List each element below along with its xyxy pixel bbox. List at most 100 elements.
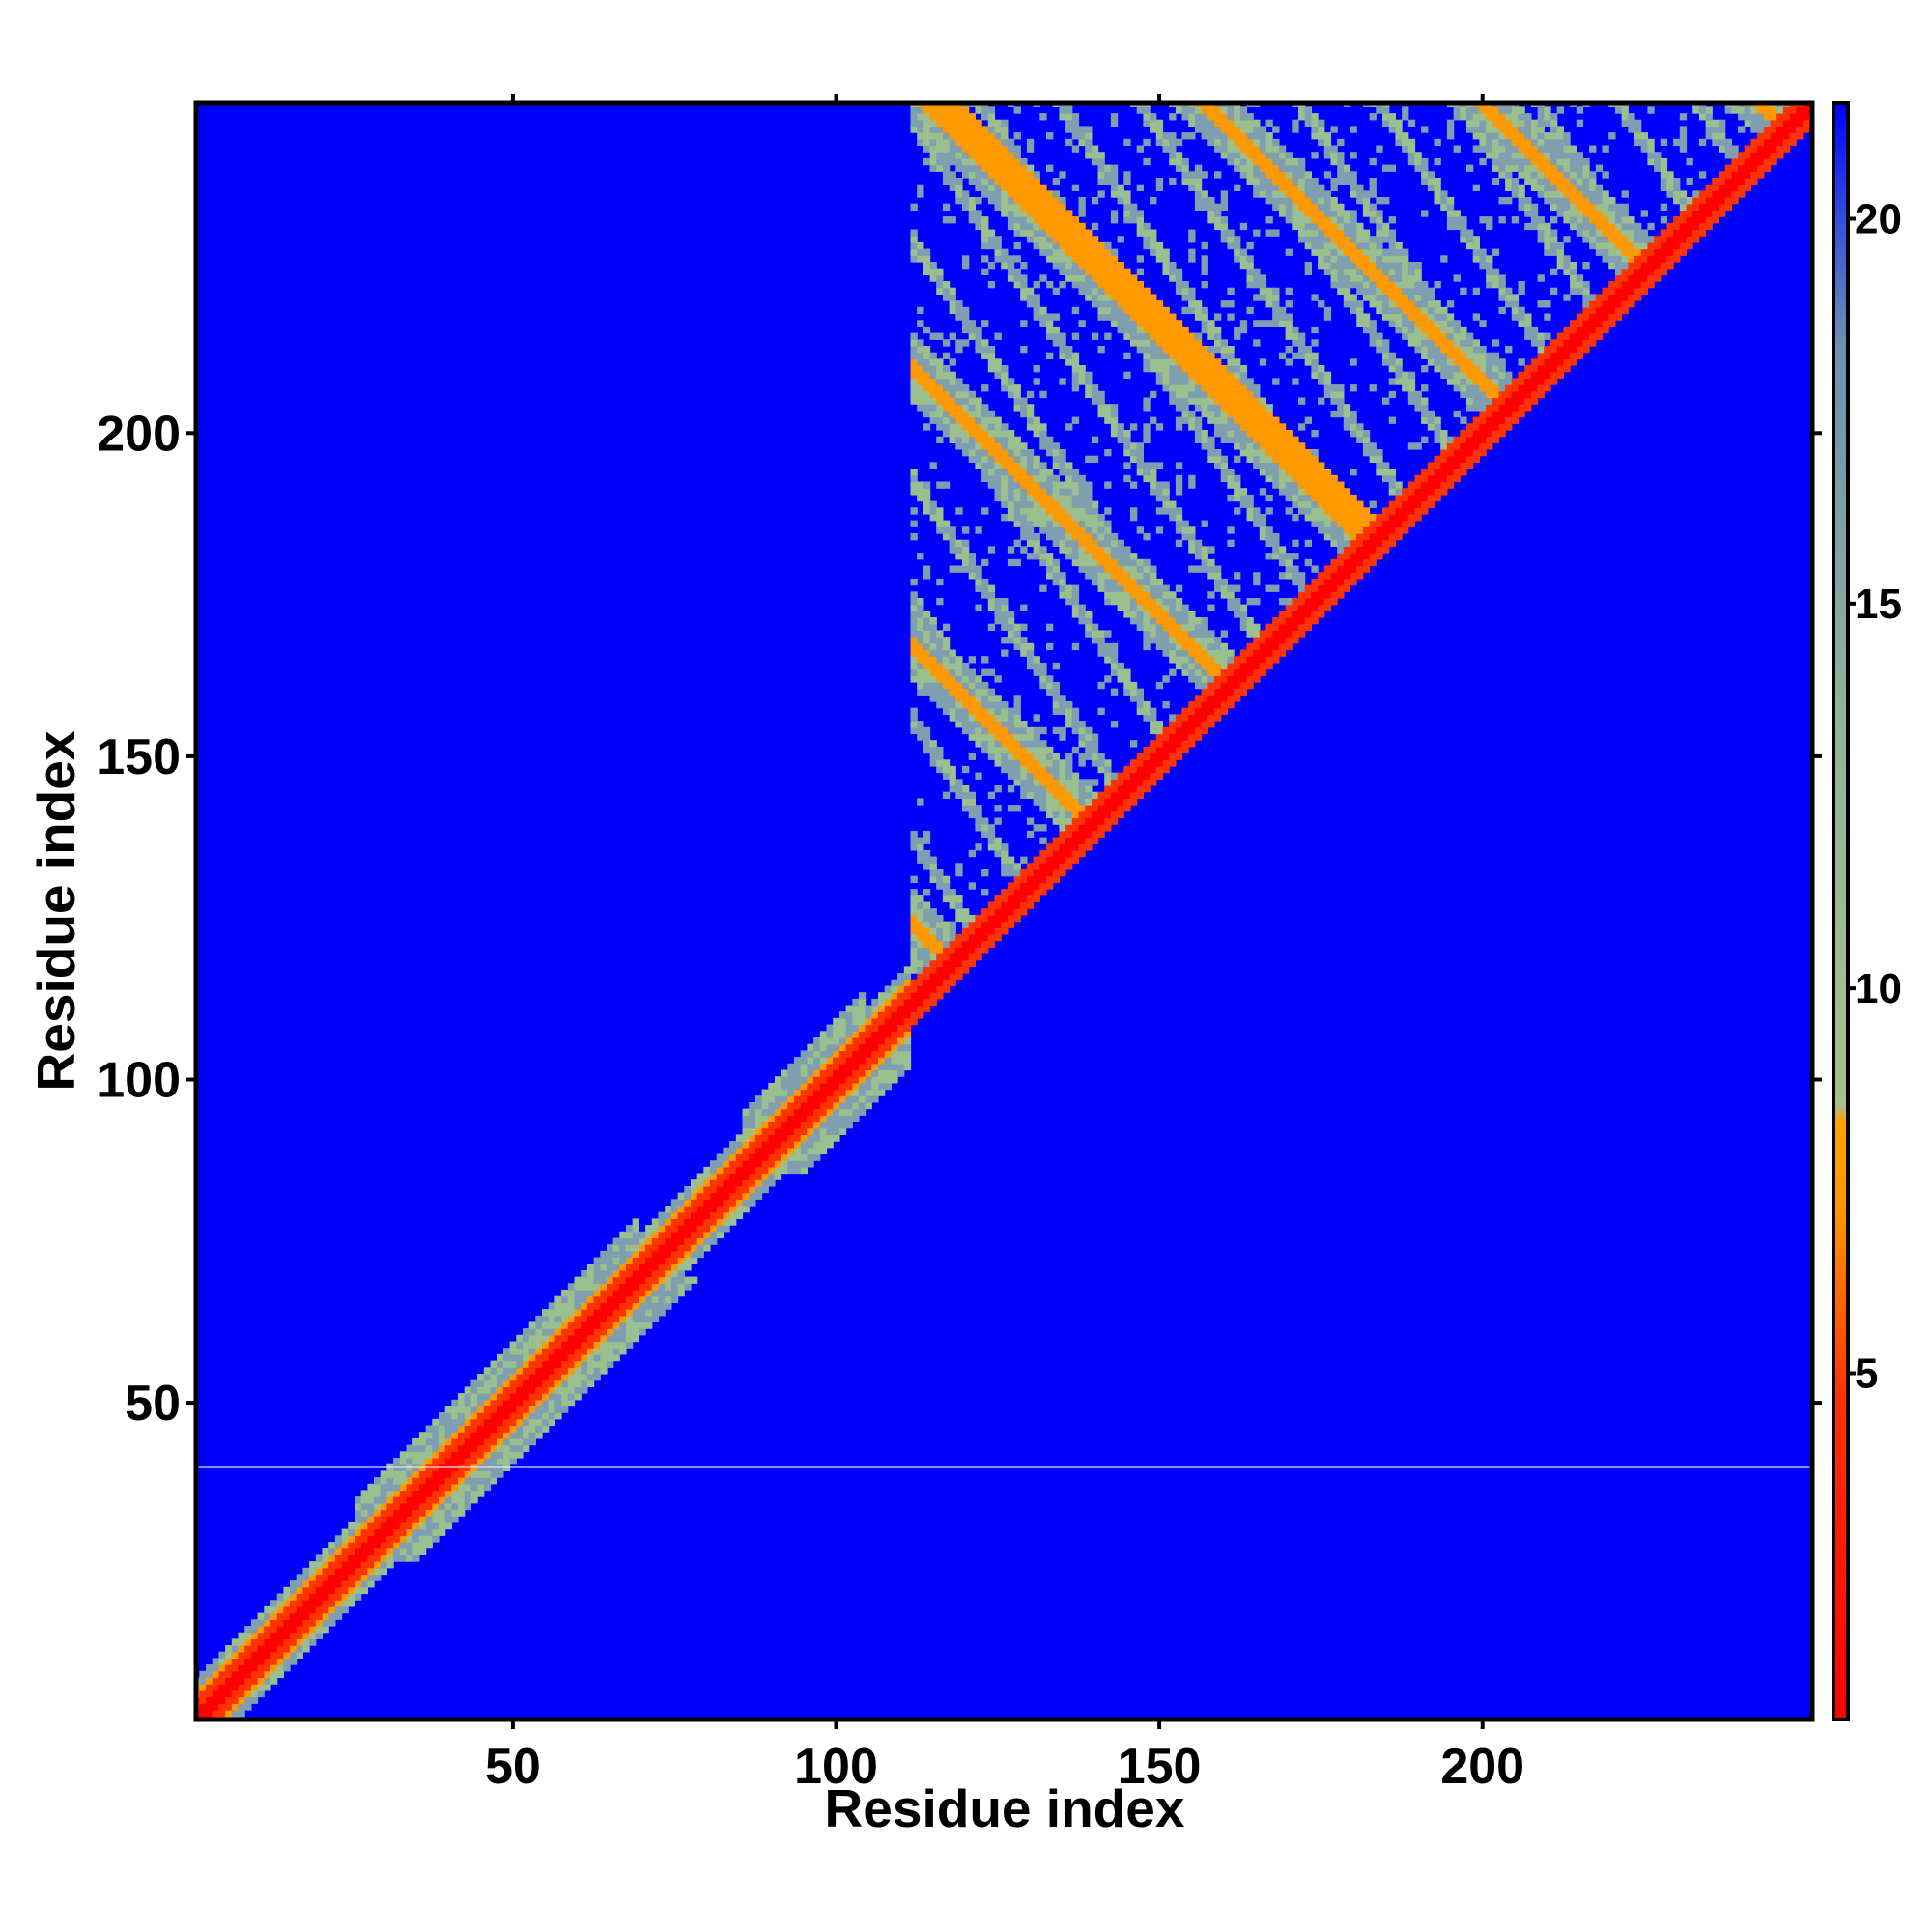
heatmap-cell: [600, 1269, 608, 1278]
heatmap-cell: [276, 1619, 284, 1627]
heatmap-cell: [1026, 726, 1035, 735]
heatmap-cell: [826, 1108, 834, 1116]
heatmap-cell: [1155, 339, 1164, 347]
heatmap-cell: [742, 1153, 750, 1161]
heatmap-cell: [781, 1147, 788, 1155]
heatmap-cell: [1259, 436, 1267, 443]
heatmap-cell: [962, 416, 970, 424]
heatmap-cell: [910, 992, 918, 1000]
heatmap-cell: [1007, 856, 1015, 864]
heatmap-cell: [1046, 236, 1054, 243]
heatmap-cell: [1039, 759, 1047, 767]
heatmap-cell: [968, 798, 976, 806]
heatmap-cell: [1071, 500, 1080, 508]
heatmap-cell: [612, 1244, 620, 1252]
heatmap-cell: [975, 455, 982, 463]
heatmap-cell: [962, 668, 970, 676]
heatmap-cell: [955, 119, 963, 127]
heatmap-cell: [1188, 416, 1196, 424]
heatmap-cell: [987, 914, 996, 923]
heatmap-cell: [490, 1437, 497, 1446]
heatmap-cell: [658, 1250, 666, 1259]
heatmap-cell: [1123, 578, 1131, 586]
heatmap-cell: [257, 1684, 265, 1691]
heatmap-cell: [833, 1127, 840, 1135]
heatmap-cell: [1150, 611, 1157, 618]
heatmap-cell: [1253, 642, 1261, 651]
heatmap-cell: [1194, 553, 1203, 560]
heatmap-cell: [270, 1677, 278, 1685]
heatmap-cell: [581, 1283, 588, 1291]
heatmap-cell: [1259, 358, 1267, 366]
heatmap-cell: [742, 1173, 750, 1180]
heatmap-cell: [1227, 675, 1235, 683]
heatmap-cell: [444, 1418, 452, 1427]
heatmap-cell: [975, 927, 982, 935]
heatmap-cell: [1065, 533, 1073, 541]
heatmap-cell: [1046, 772, 1054, 780]
heatmap-cell: [852, 1024, 860, 1032]
heatmap-cell: [561, 1295, 569, 1303]
heatmap-cell: [917, 553, 924, 560]
heatmap-cell: [955, 707, 963, 715]
heatmap-cell: [878, 1069, 886, 1077]
heatmap-cell: [742, 1160, 750, 1168]
heatmap-cell: [406, 1542, 413, 1549]
heatmap-cell: [949, 423, 956, 431]
heatmap-cell: [871, 1082, 879, 1091]
heatmap-cell: [1162, 306, 1170, 315]
heatmap-cell: [787, 1141, 795, 1149]
heatmap-cell: [1078, 726, 1086, 735]
heatmap-cell: [225, 1690, 233, 1698]
heatmap-cell: [819, 1069, 828, 1077]
heatmap-cell: [1091, 565, 1099, 573]
heatmap-cell: [490, 1458, 497, 1465]
heatmap-cell: [684, 1244, 692, 1252]
heatmap-cell: [1259, 287, 1267, 295]
heatmap-cell: [1201, 197, 1208, 205]
heatmap-cell: [1214, 662, 1222, 670]
heatmap-cell: [1071, 791, 1080, 799]
heatmap-cell: [497, 1451, 504, 1459]
heatmap-cell: [1214, 449, 1222, 457]
heatmap-cell: [942, 164, 951, 172]
heatmap-cell: [703, 1244, 711, 1252]
heatmap-cell: [833, 1115, 840, 1122]
heatmap-cell: [1214, 365, 1222, 373]
heatmap-cell: [250, 1626, 259, 1634]
heatmap-cell: [1253, 190, 1261, 198]
heatmap-cell: [1123, 591, 1131, 599]
heatmap-cell: [1059, 488, 1066, 496]
heatmap-cell: [949, 933, 956, 942]
heatmap-cell: [244, 1658, 252, 1665]
heatmap-cell: [917, 837, 924, 844]
heatmap-cell: [1033, 455, 1040, 463]
heatmap-cell: [1046, 500, 1054, 508]
heatmap-cell: [858, 1108, 867, 1116]
heatmap-cell: [955, 384, 963, 392]
heatmap-cell: [942, 933, 951, 942]
heatmap-cell: [290, 1619, 298, 1627]
heatmap-cell: [542, 1386, 550, 1394]
heatmap-cell: [1130, 203, 1138, 211]
heatmap-cell: [910, 346, 918, 354]
heatmap-cell: [322, 1600, 329, 1607]
heatmap-cell: [962, 947, 970, 954]
heatmap-cell: [1071, 779, 1080, 786]
heatmap-cell: [1130, 759, 1138, 767]
heatmap-cell: [264, 1605, 271, 1614]
heatmap-cell: [987, 229, 996, 237]
heatmap-cell: [1085, 229, 1093, 237]
heatmap-cell: [639, 1244, 646, 1252]
heatmap-cell: [1071, 539, 1080, 547]
heatmap-cell: [923, 565, 931, 573]
heatmap-cell: [962, 701, 970, 709]
heatmap-cell: [581, 1341, 588, 1349]
heatmap-cell: [1246, 306, 1254, 315]
heatmap-cell: [651, 1244, 660, 1252]
heatmap-cell: [1059, 248, 1066, 256]
heatmap-cell: [1123, 430, 1131, 438]
heatmap-cell: [929, 649, 937, 657]
heatmap-cell: [910, 837, 918, 844]
heatmap-cell: [1046, 863, 1054, 870]
